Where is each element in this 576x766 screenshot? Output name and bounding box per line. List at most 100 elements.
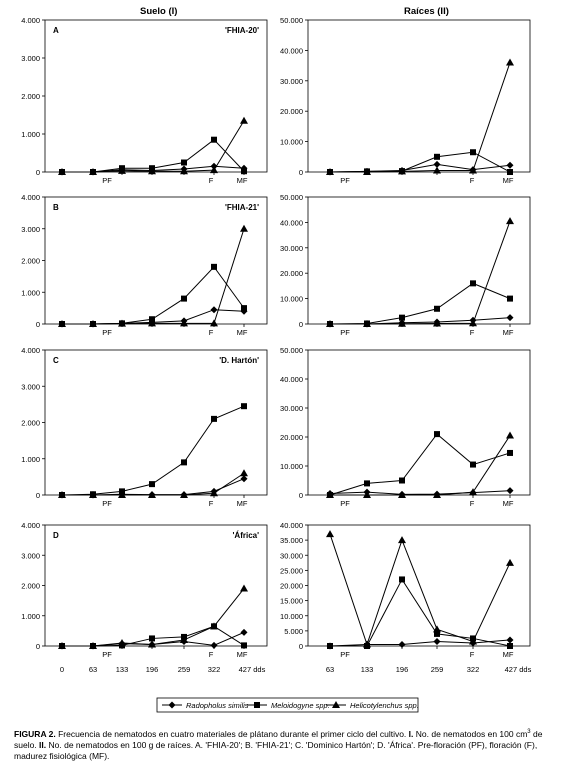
panel-3-soil-helicotylenchus-point — [240, 469, 248, 477]
panel-4-roots-radopholus-point — [398, 640, 406, 648]
panel-1-soil-helicotylenchus-point — [58, 168, 66, 175]
panel-2-roots-helicotylenchus-point — [433, 319, 441, 327]
panel-1-roots-helicotylenchus-point — [326, 168, 334, 175]
panel-1-roots-ytick-label: 10.000 — [280, 138, 303, 147]
panel-1-soil-ytick-label: 0 — [36, 168, 40, 177]
panel-4-roots-ytick-label: 30.000 — [280, 551, 303, 560]
panel-3-soil-helicotylenchus-point — [180, 491, 188, 498]
panel-2-roots-helicotylenchus-line — [330, 220, 511, 325]
panel-3-roots-stage-mf: MF — [503, 499, 514, 508]
panel-3-roots-meloidogyne-point — [470, 461, 476, 468]
panel-2-soil-cultivar: 'FHIA-21' — [225, 203, 259, 212]
panel-3-soil-helicotylenchus-point — [58, 491, 66, 498]
panel-3-soil-helicotylenchus-point — [210, 489, 218, 497]
panel-4-soil-radopholus-point — [210, 641, 218, 649]
panel-4-soil-xtick-label: 0 — [60, 665, 64, 674]
panel-2-roots-helicotylenchus-point — [363, 320, 371, 327]
panel-4-soil-stage-pf: PF — [102, 650, 112, 659]
panel-2-soil-radopholus-point — [210, 306, 218, 314]
panel-4-roots-xtick-label: 427 dds — [505, 665, 532, 674]
panel-3-roots-meloidogyne-point — [434, 431, 440, 438]
panel-3-roots-helicotylenchus-point — [506, 431, 514, 439]
panel-3-roots-stage-f: F — [470, 499, 475, 508]
legend-square-marker — [254, 702, 260, 708]
panel-3-soil-cultivar: 'D. Hartón' — [219, 356, 259, 365]
panel-3-roots-helicotylenchus-point — [363, 491, 371, 498]
panel-1-roots-stage-f: F — [470, 176, 475, 185]
panel-3-roots-radopholus-point — [506, 487, 514, 495]
panel-3-roots-helicotylenchus-line — [330, 435, 511, 496]
panel-2-roots-frame — [307, 196, 531, 325]
panel-2-soil-stage-mf: MF — [237, 328, 248, 337]
panel-2-roots-ytick-label: 0 — [299, 320, 303, 329]
panel-1-soil-letter: A — [53, 26, 59, 35]
panel-3-soil-ytick-label: 2.000 — [21, 419, 40, 428]
panel-4-soil-xtick-label: 322 — [208, 665, 221, 674]
panel-2-roots-ytick-label: 50.000 — [280, 193, 303, 202]
panel-1-soil-ytick-label: 4.000 — [21, 16, 40, 25]
panel-3-soil-meloidogyne-point — [149, 481, 155, 488]
panel-4-roots-ytick-label: 20.000 — [280, 582, 303, 591]
panel-1-soil-frame — [44, 19, 268, 173]
panel-4-roots-meloidogyne-point — [507, 643, 513, 649]
panel-4-soil-frame — [44, 524, 268, 647]
panel-4-roots-xtick-label: 133 — [361, 665, 374, 674]
panel-4-soil-helicotylenchus-point — [240, 584, 248, 592]
panel-4-soil-ytick-label: 4.000 — [21, 521, 40, 530]
panel-2-soil-stage-f: F — [209, 328, 214, 337]
panel-1-roots-helicotylenchus-point — [363, 168, 371, 175]
panel-1-roots-ytick-label: 30.000 — [280, 77, 303, 86]
panel-1-soil-helicotylenchus-point — [210, 166, 218, 174]
panel-1-roots-ytick-label: 0 — [299, 168, 303, 177]
panel-4-soil-helicotylenchus-point — [148, 640, 156, 648]
panel-4-roots-stage-mf: MF — [503, 650, 514, 659]
panel-2-soil-meloidogyne-point — [211, 263, 217, 270]
panel-4-soil-ytick-label: 2.000 — [21, 582, 40, 591]
panel-3-roots-stage-pf: PF — [340, 499, 350, 508]
panel-2-soil-helicotylenchus-point — [210, 319, 218, 327]
panel-1-soil-meloidogyne-point — [181, 159, 187, 166]
panel-4-roots-ytick-label: 35.000 — [280, 536, 303, 545]
panel-2-soil-helicotylenchus-point — [240, 224, 248, 232]
panel-4-roots-xtick-label: 322 — [467, 665, 480, 674]
panel-4-soil-meloidogyne-point — [149, 635, 155, 642]
caption-bold-i: I. — [408, 728, 414, 739]
panel-1-roots-frame — [307, 19, 531, 173]
panel-3-soil-meloidogyne-point — [211, 415, 217, 422]
panel-2-soil-meloidogyne-point — [181, 295, 187, 302]
panel-2-roots-helicotylenchus-point — [398, 319, 406, 327]
panel-3-roots-ytick-label: 10.000 — [280, 462, 303, 471]
panel-2-roots-ytick-label: 40.000 — [280, 218, 303, 227]
panel-4-roots-radopholus-line — [329, 639, 511, 647]
panel-4-soil-meloidogyne-point — [241, 642, 247, 649]
panel-2-roots-meloidogyne-point — [470, 280, 476, 287]
panel-4-soil-xtick-label: 427 dds — [239, 665, 266, 674]
panel-1-roots-helicotylenchus-point — [506, 58, 514, 66]
panel-3-roots-meloidogyne-point — [399, 477, 405, 484]
panel-4-soil-stage-mf: MF — [237, 650, 248, 659]
panel-4-roots-xtick-label: 196 — [396, 665, 409, 674]
panel-3-soil-stage-f: F — [209, 499, 214, 508]
panel-4-roots-xtick-label: 63 — [326, 665, 334, 674]
panel-3-soil-frame — [44, 349, 268, 496]
panel-4-soil-helicotylenchus-point — [58, 642, 66, 649]
panel-3-soil-helicotylenchus-point — [89, 491, 97, 498]
panel-2-soil-letter: B — [53, 203, 59, 212]
panel-4-roots-meloidogyne-point — [434, 630, 440, 637]
panel-1-roots-meloidogyne-point — [507, 169, 513, 175]
panel-2-soil-meloidogyne-point — [241, 305, 247, 312]
panel-2-roots-stage-mf: MF — [503, 328, 514, 337]
panel-1-roots-meloidogyne-point — [434, 153, 440, 160]
panel-4-soil-xtick-label: 63 — [89, 665, 97, 674]
panel-4-soil-cultivar: 'África' — [233, 531, 260, 540]
caption-text-3: de suelo. — [14, 728, 543, 750]
panel-4-soil-ytick-label: 0 — [36, 642, 40, 651]
panel-4-soil-radopholus-point — [240, 628, 248, 636]
panel-3-soil-meloidogyne-point — [241, 403, 247, 410]
panel-1-soil-cultivar: 'FHIA-20' — [225, 26, 259, 35]
panel-4-roots-ytick-label: 10.000 — [280, 612, 303, 621]
panel-2-roots-radopholus-line — [330, 317, 511, 325]
panel-2-soil-helicotylenchus-point — [118, 319, 126, 327]
panel-4-roots-meloidogyne-point — [327, 643, 333, 649]
panel-1-soil-helicotylenchus-point — [148, 167, 156, 175]
